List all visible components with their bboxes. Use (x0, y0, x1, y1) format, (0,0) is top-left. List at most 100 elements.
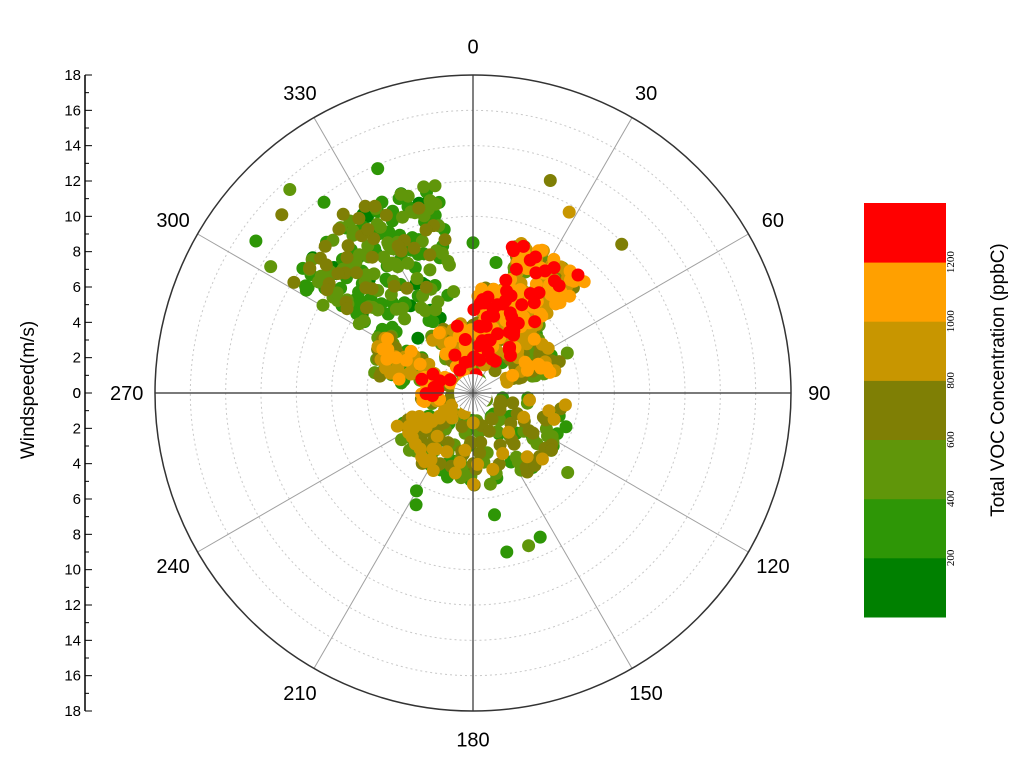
data-point (405, 410, 419, 424)
data-point (515, 298, 529, 312)
data-point (404, 367, 418, 381)
data-point (500, 545, 514, 559)
data-point (527, 332, 541, 346)
center-hub-spoke (454, 392, 474, 399)
data-point (432, 326, 446, 340)
data-point (331, 267, 345, 280)
center-hub-spoke (454, 387, 474, 394)
data-point (549, 297, 563, 311)
angle-tick-label: 120 (756, 556, 789, 578)
angle-tick-label: 30 (635, 83, 657, 105)
data-point (381, 332, 394, 346)
data-point (488, 364, 502, 378)
data-point (320, 283, 334, 297)
data-point (443, 336, 457, 350)
data-point (535, 452, 549, 466)
radial-tick-label: 0 (73, 385, 81, 402)
data-point (428, 179, 442, 193)
data-point (391, 239, 405, 253)
radial-tick-label: 4 (73, 456, 81, 473)
angle-tick-label: 90 (808, 383, 830, 405)
data-point (505, 310, 519, 324)
data-point (441, 254, 455, 268)
data-point (506, 368, 520, 382)
data-point (407, 241, 421, 255)
radial-tick-label: 8 (73, 526, 81, 543)
data-point (487, 309, 501, 323)
data-point (615, 237, 629, 251)
data-point (509, 262, 523, 276)
data-point (426, 315, 440, 329)
center-hub-spoke (472, 383, 490, 394)
angle-tick-label: 330 (283, 83, 316, 105)
data-point (400, 281, 414, 295)
data-point (499, 273, 513, 287)
data-point (352, 248, 366, 262)
radial-axis-title: Windspeed(m/s) (18, 321, 39, 459)
outer-circle (154, 74, 792, 712)
data-point (529, 266, 543, 280)
data-point (529, 250, 542, 264)
center-hub-spoke (472, 392, 490, 403)
data-point (414, 301, 428, 315)
angular-tick-labels: 0 30 60 90 120 150 180 210 240 270 300 330 (110, 37, 830, 752)
data-point (488, 508, 501, 522)
data-point (507, 328, 520, 342)
data-point (482, 424, 496, 438)
angle-tick-label: 180 (456, 729, 489, 751)
center-hub-spoke (467, 374, 474, 394)
data-point (316, 298, 330, 312)
data-point (318, 239, 332, 253)
data-point (368, 199, 382, 213)
data-point (431, 295, 445, 309)
colorbar-bin (864, 439, 946, 500)
data-point (398, 312, 412, 326)
data-point (360, 301, 373, 315)
data-point (429, 197, 443, 211)
colorbar-bin (864, 380, 946, 440)
data-point (472, 319, 486, 333)
data-point (419, 280, 433, 294)
data-point (507, 437, 521, 451)
data-point (458, 333, 472, 346)
data-point (455, 420, 469, 433)
data-point (562, 205, 576, 219)
colorbar-tick-label: 200 (945, 549, 957, 566)
data-point (387, 279, 401, 293)
center-hub-spoke (472, 392, 483, 410)
colorbar-bin (864, 557, 946, 618)
data-point (502, 425, 516, 439)
center-hub-spoke (472, 374, 479, 394)
data-point (453, 363, 467, 377)
angle-tick-label: 150 (629, 683, 662, 705)
colorbar-title: Total VOC Concentration (ppbC) (988, 243, 1009, 517)
data-point (367, 232, 381, 246)
data-point (448, 466, 462, 480)
data-point (287, 275, 301, 289)
data-point (283, 183, 297, 196)
data-point (440, 445, 454, 459)
data-point (409, 498, 423, 512)
data-point (401, 256, 415, 270)
angle-tick-label: 300 (156, 210, 189, 232)
data-point (340, 250, 354, 264)
center-hub-spoke (472, 379, 487, 394)
polar-overlay (154, 74, 792, 712)
center-hub-spoke (472, 376, 483, 394)
data-point (533, 530, 547, 544)
data-point (429, 442, 443, 456)
data-point (543, 174, 557, 187)
data-point (528, 315, 542, 329)
data-point (447, 285, 461, 299)
radial-tick-label: 16 (64, 102, 81, 119)
data-point (303, 262, 317, 275)
data-point (391, 260, 405, 274)
data-point (472, 339, 486, 353)
data-point (433, 411, 447, 425)
center-hub-spoke (463, 392, 474, 410)
data-point (517, 410, 531, 424)
data-point (394, 187, 408, 201)
data-point (453, 455, 467, 469)
radial-tick-label: 0 (73, 385, 81, 402)
